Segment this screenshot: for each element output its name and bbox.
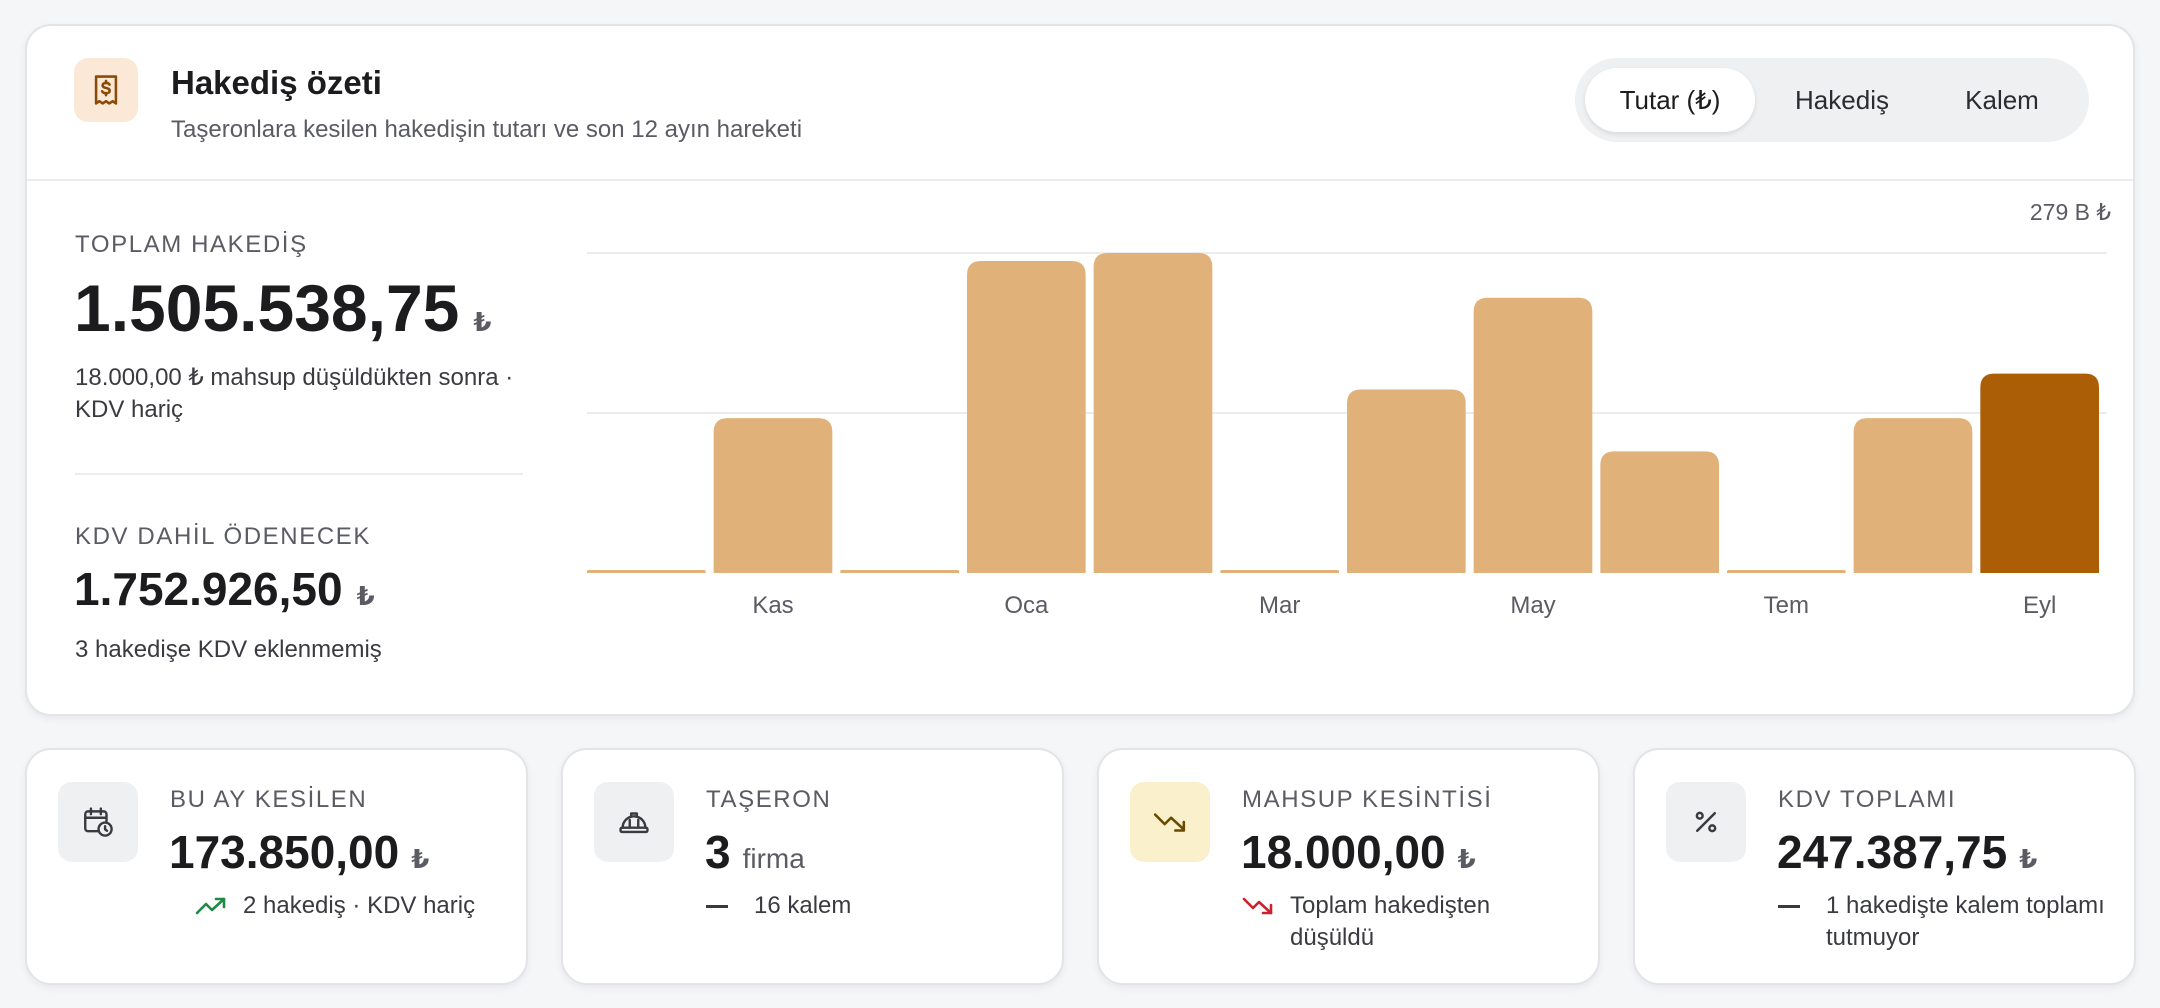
stat-vat-total: KDV TOPLAMI 247.387,75 ₺ 1 hakedişte kale… xyxy=(1633,748,2136,985)
vat-note: 3 hakedişe KDV eklenmemiş xyxy=(75,636,382,663)
x-tick-label: May xyxy=(1510,592,1555,619)
stat-amount: 18.000,00 xyxy=(1241,826,1446,878)
metric-tabs: Tutar (₺) Hakediş Kalem xyxy=(1575,58,2089,142)
stat-foot: 16 kalem xyxy=(706,890,851,922)
vat-label: KDV DAHİL ÖDENECEK xyxy=(75,523,371,550)
stat-unit: ₺ xyxy=(411,844,430,874)
page-title: Hakediş özeti xyxy=(171,64,382,101)
dash-icon xyxy=(1778,890,1812,922)
trend-down-icon xyxy=(1242,890,1276,922)
stat-value: 173.850,00 ₺ xyxy=(169,825,429,879)
stat-label: BU AY KESİLEN xyxy=(170,786,368,813)
vat-value: 1.752.926,50 ₺ xyxy=(74,562,375,616)
stat-foot-text: 16 kalem xyxy=(754,892,852,919)
chart-canvas: Kas Oca Mar May Tem Eyl xyxy=(587,252,2107,619)
bar-Oca[interactable] xyxy=(967,261,1086,573)
bar-Haz[interactable] xyxy=(1600,451,1719,573)
stat-foot-text: 2 hakediş · KDV hariç xyxy=(243,892,476,919)
x-tick-label: Kas xyxy=(752,592,793,619)
stat-foot: 2 hakediş · KDV hariç xyxy=(195,890,475,922)
stat-foot-text: Toplam hakedişten düşüldü xyxy=(1290,892,1491,951)
x-tick-label: Tem xyxy=(1764,592,1809,619)
x-tick-label: Oca xyxy=(1004,592,1049,619)
card-header: Hakediş özeti Taşeronlara kesilen hakedi… xyxy=(27,26,2133,181)
bar-Ağu[interactable] xyxy=(1853,418,1973,573)
stat-count: 3 xyxy=(705,826,731,878)
stat-this-month: BU AY KESİLEN 173.850,00 ₺ 2 hakediş · KD… xyxy=(25,748,528,985)
stat-foot: 1 hakedişte kalem toplamı tutmuyor xyxy=(1778,890,2108,954)
total-label: TOPLAM HAKEDİŞ xyxy=(75,231,308,258)
bar-Tem[interactable] xyxy=(1727,570,1846,573)
stat-value: 3 firma xyxy=(705,825,805,879)
hard-hat-icon xyxy=(594,782,674,862)
bar-Kas[interactable] xyxy=(713,418,833,573)
stat-amount: 247.387,75 xyxy=(1777,826,2008,878)
tab-hakedis[interactable]: Hakediş xyxy=(1795,85,1889,115)
percent-icon xyxy=(1666,782,1746,862)
bar-Ara[interactable] xyxy=(840,570,959,573)
monthly-bar-chart: 279 B ₺ Kas Oca Mar May Tem Eyl xyxy=(587,181,2111,661)
x-tick-label: Eyl xyxy=(2023,592,2056,619)
bar-Mar[interactable] xyxy=(1220,570,1339,573)
stat-label: TAŞERON xyxy=(706,786,832,813)
bar-Şub[interactable] xyxy=(1093,253,1213,573)
bar-Nis[interactable] xyxy=(1347,389,1466,573)
currency-symbol: ₺ xyxy=(473,307,492,337)
trend-up-icon xyxy=(195,890,229,922)
tab-amount[interactable]: Tutar (₺) xyxy=(1585,68,1755,132)
stat-deduction: MAHSUP KESİNTİSİ 18.000,00 ₺ Toplam haked… xyxy=(1097,748,1600,985)
stat-label: MAHSUP KESİNTİSİ xyxy=(1242,786,1493,813)
page-subtitle: Taşeronlara kesilen hakedişin tutarı ve … xyxy=(171,116,803,143)
stat-unit: ₺ xyxy=(1457,844,1476,874)
bar-Eyl[interactable] xyxy=(1980,373,2099,573)
bar-May[interactable] xyxy=(1473,297,1593,573)
bar-Eki[interactable] xyxy=(587,570,706,573)
currency-symbol: ₺ xyxy=(356,581,375,611)
stat-foot: Toplam hakedişten düşüldü xyxy=(1242,890,1572,954)
stat-amount: 173.850,00 xyxy=(169,826,400,878)
total-amount: 1.505.538,75 xyxy=(74,271,460,345)
tab-kalem[interactable]: Kalem xyxy=(1965,85,2039,115)
calendar-clock-icon xyxy=(58,782,138,862)
receipt-icon xyxy=(74,58,138,122)
stat-unit: ₺ xyxy=(2019,844,2038,874)
stat-unit: firma xyxy=(742,843,805,874)
divider xyxy=(75,473,523,475)
y-max-label: 279 B ₺ xyxy=(2029,199,2111,225)
x-tick-label: Mar xyxy=(1259,592,1300,619)
stat-foot-text: 1 hakedişte kalem toplamı tutmuyor xyxy=(1826,892,2105,951)
stat-subcontractor: TAŞERON 3 firma 16 kalem xyxy=(561,748,1064,985)
stat-label: KDV TOPLAMI xyxy=(1778,786,1957,813)
vat-amount: 1.752.926,50 xyxy=(74,563,343,615)
total-note: 18.000,00 ₺ mahsup düşüldükten sonra · K… xyxy=(75,364,514,423)
total-value: 1.505.538,75 ₺ xyxy=(74,270,491,346)
dash-icon xyxy=(706,890,740,922)
trend-down-icon xyxy=(1130,782,1210,862)
stat-value: 247.387,75 ₺ xyxy=(1777,825,2037,879)
stat-value: 18.000,00 ₺ xyxy=(1241,825,1476,879)
summary-card: Hakediş özeti Taşeronlara kesilen hakedi… xyxy=(25,24,2135,716)
